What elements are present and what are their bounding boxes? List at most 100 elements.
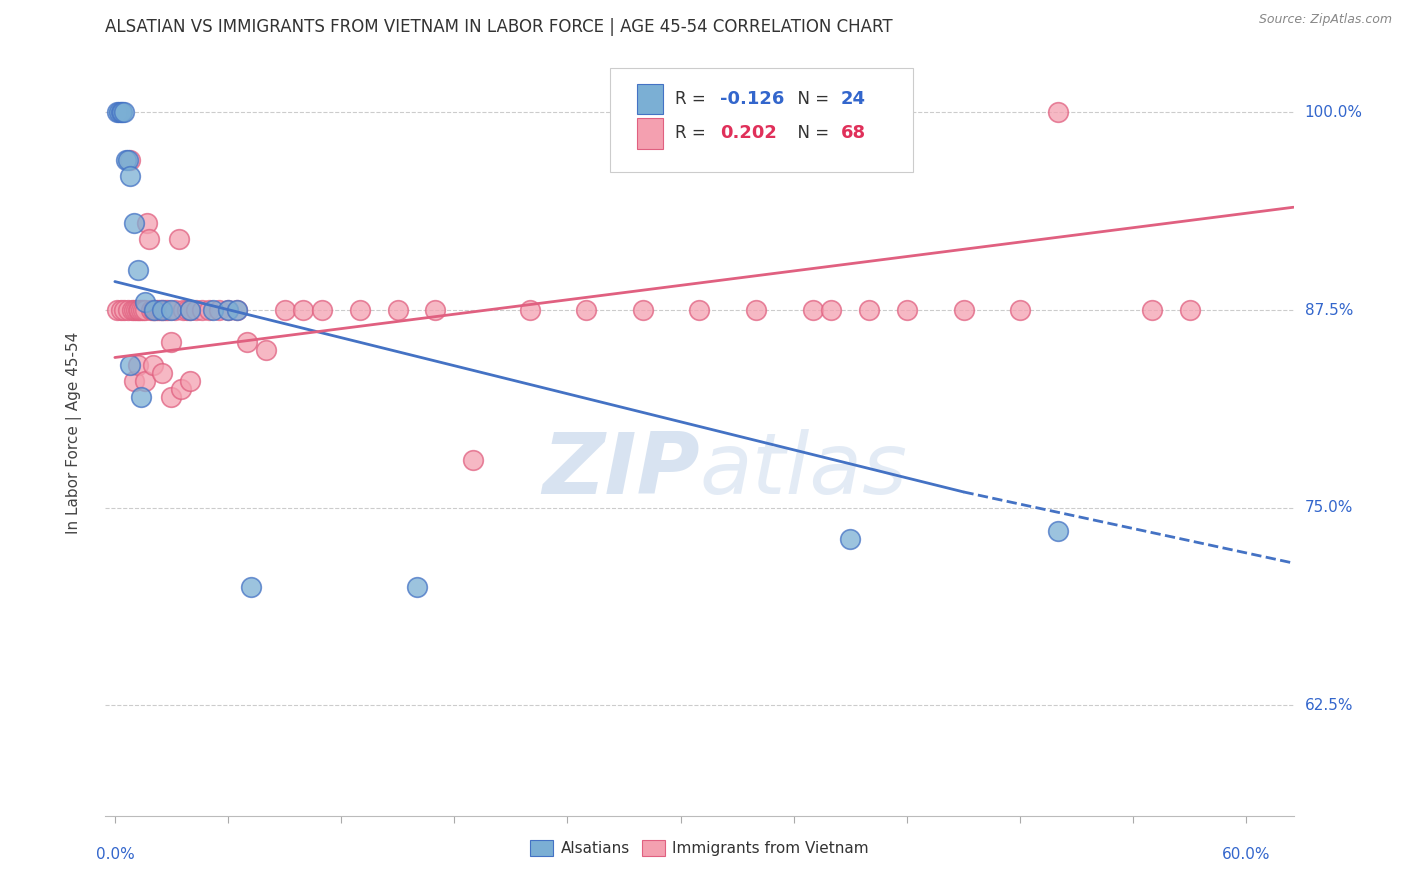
Point [118, 153, 141, 167]
Point [273, 303, 295, 318]
Point [254, 343, 277, 357]
Point [311, 303, 333, 318]
Point [117, 153, 139, 167]
Legend: Alsatians, Immigrants from Vietnam: Alsatians, Immigrants from Vietnam [524, 834, 875, 863]
Point [118, 359, 141, 373]
Point [132, 303, 155, 318]
Point [176, 303, 198, 318]
Point [165, 303, 187, 318]
Text: 75.0%: 75.0% [1305, 500, 1353, 516]
Point [139, 303, 162, 318]
Point [688, 303, 710, 318]
Point [858, 303, 880, 318]
Point [122, 303, 145, 318]
Point [292, 303, 315, 318]
Text: 62.5%: 62.5% [1305, 698, 1353, 713]
Text: ZIP: ZIP [541, 429, 700, 513]
Point [1046, 524, 1069, 539]
Point [142, 359, 165, 373]
Point [150, 303, 173, 318]
Text: atlas: atlas [700, 429, 907, 513]
Point [143, 303, 166, 318]
Point [820, 303, 842, 318]
Point [117, 303, 139, 318]
Point [226, 303, 249, 318]
Point [207, 303, 229, 318]
Text: 24: 24 [841, 90, 866, 108]
Text: N =: N = [787, 90, 835, 108]
Text: 60.0%: 60.0% [1222, 847, 1271, 862]
Point [138, 232, 160, 246]
Point [405, 580, 427, 594]
Point [172, 303, 194, 318]
Point [127, 359, 149, 373]
Point [1140, 303, 1163, 318]
FancyBboxPatch shape [610, 69, 914, 172]
Point [150, 303, 173, 318]
Point [129, 303, 152, 318]
Point [122, 216, 145, 230]
Point [107, 105, 129, 120]
Text: 0.202: 0.202 [720, 125, 776, 143]
Point [239, 580, 262, 594]
Point [217, 303, 239, 318]
Text: R =: R = [675, 90, 710, 108]
Point [105, 105, 128, 120]
Bar [637, 84, 662, 114]
Point [179, 303, 201, 318]
Point [127, 263, 149, 277]
Point [134, 295, 156, 310]
Text: R =: R = [675, 125, 710, 143]
Point [121, 303, 143, 318]
Point [519, 303, 541, 318]
Point [201, 303, 224, 318]
Point [801, 303, 824, 318]
Point [153, 303, 176, 318]
Bar [637, 118, 662, 149]
Point [134, 303, 156, 318]
Point [463, 453, 485, 467]
Point [112, 303, 135, 318]
Point [156, 303, 179, 318]
Point [1010, 303, 1032, 318]
Point [167, 232, 190, 246]
Point [349, 303, 371, 318]
Point [190, 303, 212, 318]
Point [111, 105, 134, 120]
Point [425, 303, 447, 318]
Point [198, 303, 221, 318]
Text: 100.0%: 100.0% [1305, 105, 1362, 120]
Point [136, 216, 159, 230]
Text: 87.5%: 87.5% [1305, 302, 1353, 318]
Point [1046, 105, 1069, 120]
Point [142, 303, 165, 318]
Text: 68: 68 [841, 125, 866, 143]
Point [122, 374, 145, 388]
Point [129, 390, 152, 404]
Point [839, 533, 862, 547]
Point [110, 303, 132, 318]
Point [124, 303, 146, 318]
Point [145, 303, 167, 318]
Point [134, 374, 156, 388]
Point [105, 303, 128, 318]
Point [112, 105, 135, 120]
Point [143, 303, 166, 318]
Text: -0.126: -0.126 [720, 90, 785, 108]
Point [115, 153, 138, 167]
Point [148, 303, 170, 318]
Point [110, 105, 132, 120]
Point [128, 303, 150, 318]
Point [179, 374, 201, 388]
Point [155, 303, 177, 318]
Point [217, 303, 239, 318]
Point [150, 367, 173, 381]
Point [170, 382, 193, 396]
Point [160, 303, 183, 318]
Point [179, 303, 201, 318]
Point [160, 390, 183, 404]
Point [118, 169, 141, 183]
Text: Source: ZipAtlas.com: Source: ZipAtlas.com [1258, 13, 1392, 27]
Text: N =: N = [787, 125, 835, 143]
Point [952, 303, 974, 318]
